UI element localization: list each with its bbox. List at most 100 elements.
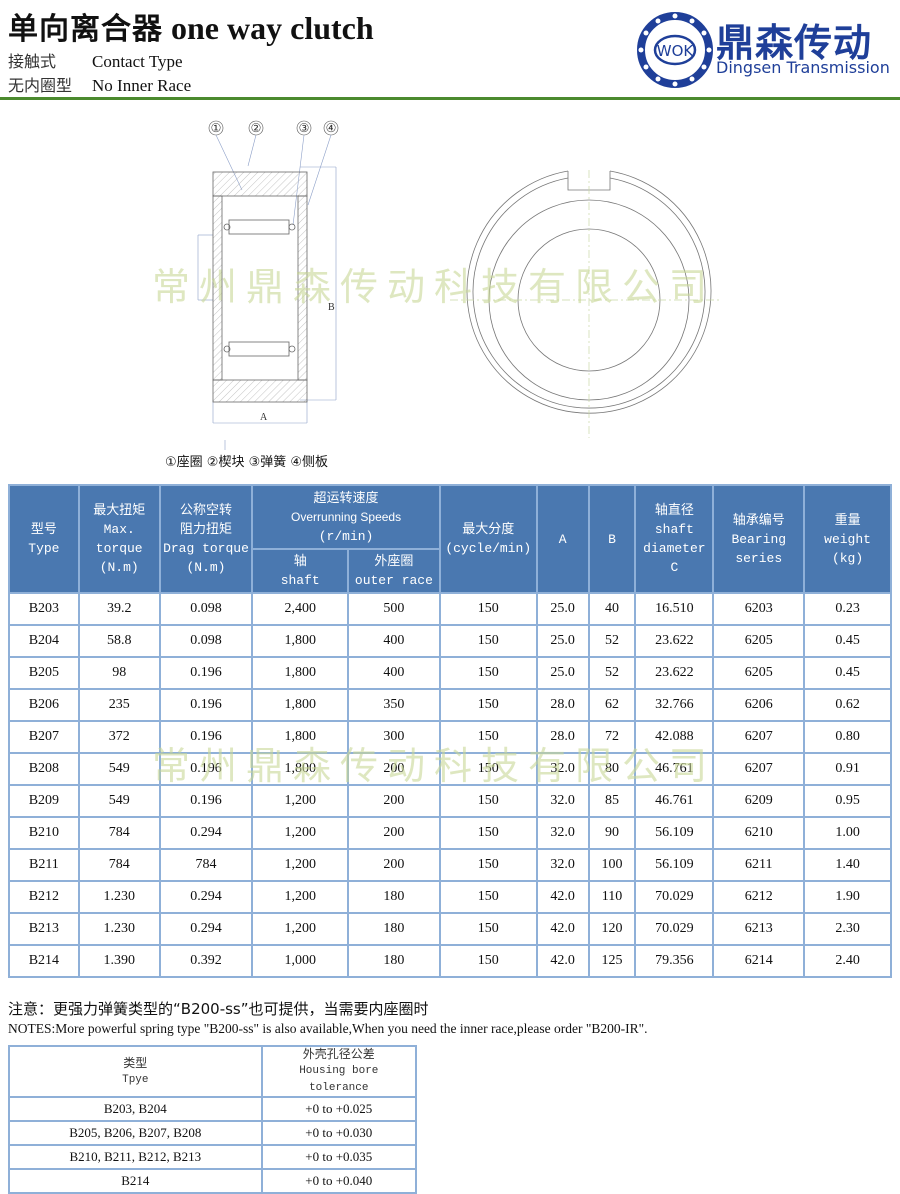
subtitle-cn: 无内圈型 xyxy=(8,76,73,95)
table-cell: 6205 xyxy=(712,656,806,690)
table-cell: 6212 xyxy=(712,880,806,914)
table-cell: 1.40 xyxy=(803,848,892,882)
table-cell: B205, B206, B207, B208 xyxy=(8,1120,263,1146)
table-cell: 6210 xyxy=(712,816,806,850)
dimension-b: B xyxy=(328,302,335,313)
table-cell: 1,200 xyxy=(251,816,350,850)
table-cell: 150 xyxy=(438,848,538,882)
col-max-index: 最大分度 (cycle/min) xyxy=(438,484,538,594)
table-row: B204 58.8 0.098 1,800 400 150 25.0 52 23.622 6205… xyxy=(8,624,892,658)
table-cell: B210, B211, B212, B213 xyxy=(8,1144,263,1170)
table-cell: 200 xyxy=(347,816,441,850)
table-row: B214 +0 to +0.040 xyxy=(8,1168,418,1194)
table-cell: 56.109 xyxy=(634,816,715,850)
wok-logo-icon: WOK xyxy=(637,12,713,88)
table-cell: 100 xyxy=(587,848,637,882)
table-cell: 39.2 xyxy=(77,592,161,626)
table-cell: 500 xyxy=(347,592,441,626)
table-cell: 25.0 xyxy=(535,592,590,626)
table-cell: 6206 xyxy=(712,688,806,722)
table-cell: 42.0 xyxy=(535,944,590,978)
table-row: B203, B204 +0 to +0.025 xyxy=(8,1096,418,1122)
col-housing-bore-tolerance: 外壳孔径公差 Housing bore tolerance xyxy=(260,1045,418,1098)
table-cell: B214 xyxy=(8,1168,263,1194)
table-cell: 32.0 xyxy=(535,816,590,850)
table-cell: B214 xyxy=(8,944,80,978)
table-cell: 46.761 xyxy=(634,784,715,818)
table-cell: 6211 xyxy=(712,848,806,882)
table-row: B205 98 0.196 1,800 400 150 25.0 52 23.622 6205 0.… xyxy=(8,656,892,690)
col-overrunning-speeds: 超运转速度 Overrunning Speeds (r/min) xyxy=(251,484,441,550)
logo-text: WOK xyxy=(657,42,695,60)
table-cell: 6205 xyxy=(712,624,806,658)
table-row: B207 372 0.196 1,800 300 150 28.0 72 42.088 6207 0… xyxy=(8,720,892,754)
table-cell: 6203 xyxy=(712,592,806,626)
table-cell: 0.196 xyxy=(158,720,254,754)
table-cell: 72 xyxy=(587,720,637,754)
table-cell: 80 xyxy=(587,752,637,786)
table-cell: B209 xyxy=(8,784,80,818)
table-cell: 372 xyxy=(77,720,161,754)
header-divider xyxy=(0,97,900,100)
table-cell: 52 xyxy=(587,656,637,690)
subtitle-en: Contact Type xyxy=(92,52,183,71)
table-cell: 58.8 xyxy=(77,624,161,658)
table-cell: 150 xyxy=(438,688,538,722)
table-cell: 150 xyxy=(438,592,538,626)
table-cell: 784 xyxy=(77,848,161,882)
table-cell: 42.0 xyxy=(535,880,590,914)
table-cell: 70.029 xyxy=(634,912,715,946)
table-cell: +0 to +0.040 xyxy=(260,1168,418,1194)
table-cell: 0.80 xyxy=(803,720,892,754)
table-cell: B205 xyxy=(8,656,80,690)
table-cell: 1.00 xyxy=(803,816,892,850)
subtitle-no-inner-race: 无内圈型 No Inner Race xyxy=(8,72,191,96)
table-cell: 1,200 xyxy=(251,784,350,818)
table-cell: 46.761 xyxy=(634,752,715,786)
col-b: B xyxy=(587,484,637,594)
col-bearing-series: 轴承编号 Bearing series xyxy=(712,484,806,594)
table-cell: 0.196 xyxy=(158,784,254,818)
table-cell: B206 xyxy=(8,688,80,722)
table-cell: 0.392 xyxy=(158,944,254,978)
table-row: B209 549 0.196 1,200 200 150 32.0 85 46.761 6209 0… xyxy=(8,784,892,818)
table-cell: 200 xyxy=(347,848,441,882)
table-cell: 150 xyxy=(438,944,538,978)
table-cell: 0.45 xyxy=(803,624,892,658)
table-cell: B203, B204 xyxy=(8,1096,263,1122)
table-cell: 1,800 xyxy=(251,720,350,754)
table-cell: 200 xyxy=(347,752,441,786)
table-row: B211 784 784 1,200 200 150 32.0 100 56.109 6211 1.… xyxy=(8,848,892,882)
table-row: B205, B206, B207, B208 +0 to +0.030 xyxy=(8,1120,418,1146)
table-row: B206 235 0.196 1,800 350 150 28.0 62 32.766 6206 0… xyxy=(8,688,892,722)
table-cell: +0 to +0.030 xyxy=(260,1120,418,1146)
subtitle-cn: 接触式 xyxy=(8,52,57,71)
table-cell: 150 xyxy=(438,912,538,946)
table-cell: B213 xyxy=(8,912,80,946)
callout-2: ② xyxy=(251,121,262,135)
table-cell: 16.510 xyxy=(634,592,715,626)
table-cell: 0.098 xyxy=(158,592,254,626)
table-cell: B212 xyxy=(8,880,80,914)
table-cell: 784 xyxy=(77,816,161,850)
subtitle-contact-type: 接触式 Contact Type xyxy=(8,48,183,72)
table-cell: 1,800 xyxy=(251,656,350,690)
table-cell: 42.088 xyxy=(634,720,715,754)
table-cell: 6209 xyxy=(712,784,806,818)
table-cell: 23.622 xyxy=(634,656,715,690)
table-cell: 0.294 xyxy=(158,912,254,946)
table-cell: 1,000 xyxy=(251,944,350,978)
table-cell: 150 xyxy=(438,784,538,818)
table-cell: 150 xyxy=(438,624,538,658)
table-cell: 62 xyxy=(587,688,637,722)
table-cell: 0.62 xyxy=(803,688,892,722)
col-outer-race-speed: 外座圈 outer race xyxy=(347,548,441,594)
table-row: B203 39.2 0.098 2,400 500 150 25.0 40 16.510 6203… xyxy=(8,592,892,626)
clutch-technical-drawing: ① ② ③ ④ B A xyxy=(197,120,720,450)
table-cell: 25.0 xyxy=(535,624,590,658)
table-cell: 200 xyxy=(347,784,441,818)
table-cell: 28.0 xyxy=(535,720,590,754)
table-cell: 1,200 xyxy=(251,848,350,882)
table-cell: 150 xyxy=(438,816,538,850)
parts-legend: ①座圈 ②楔块 ③弹簧 ④侧板 xyxy=(165,455,329,470)
